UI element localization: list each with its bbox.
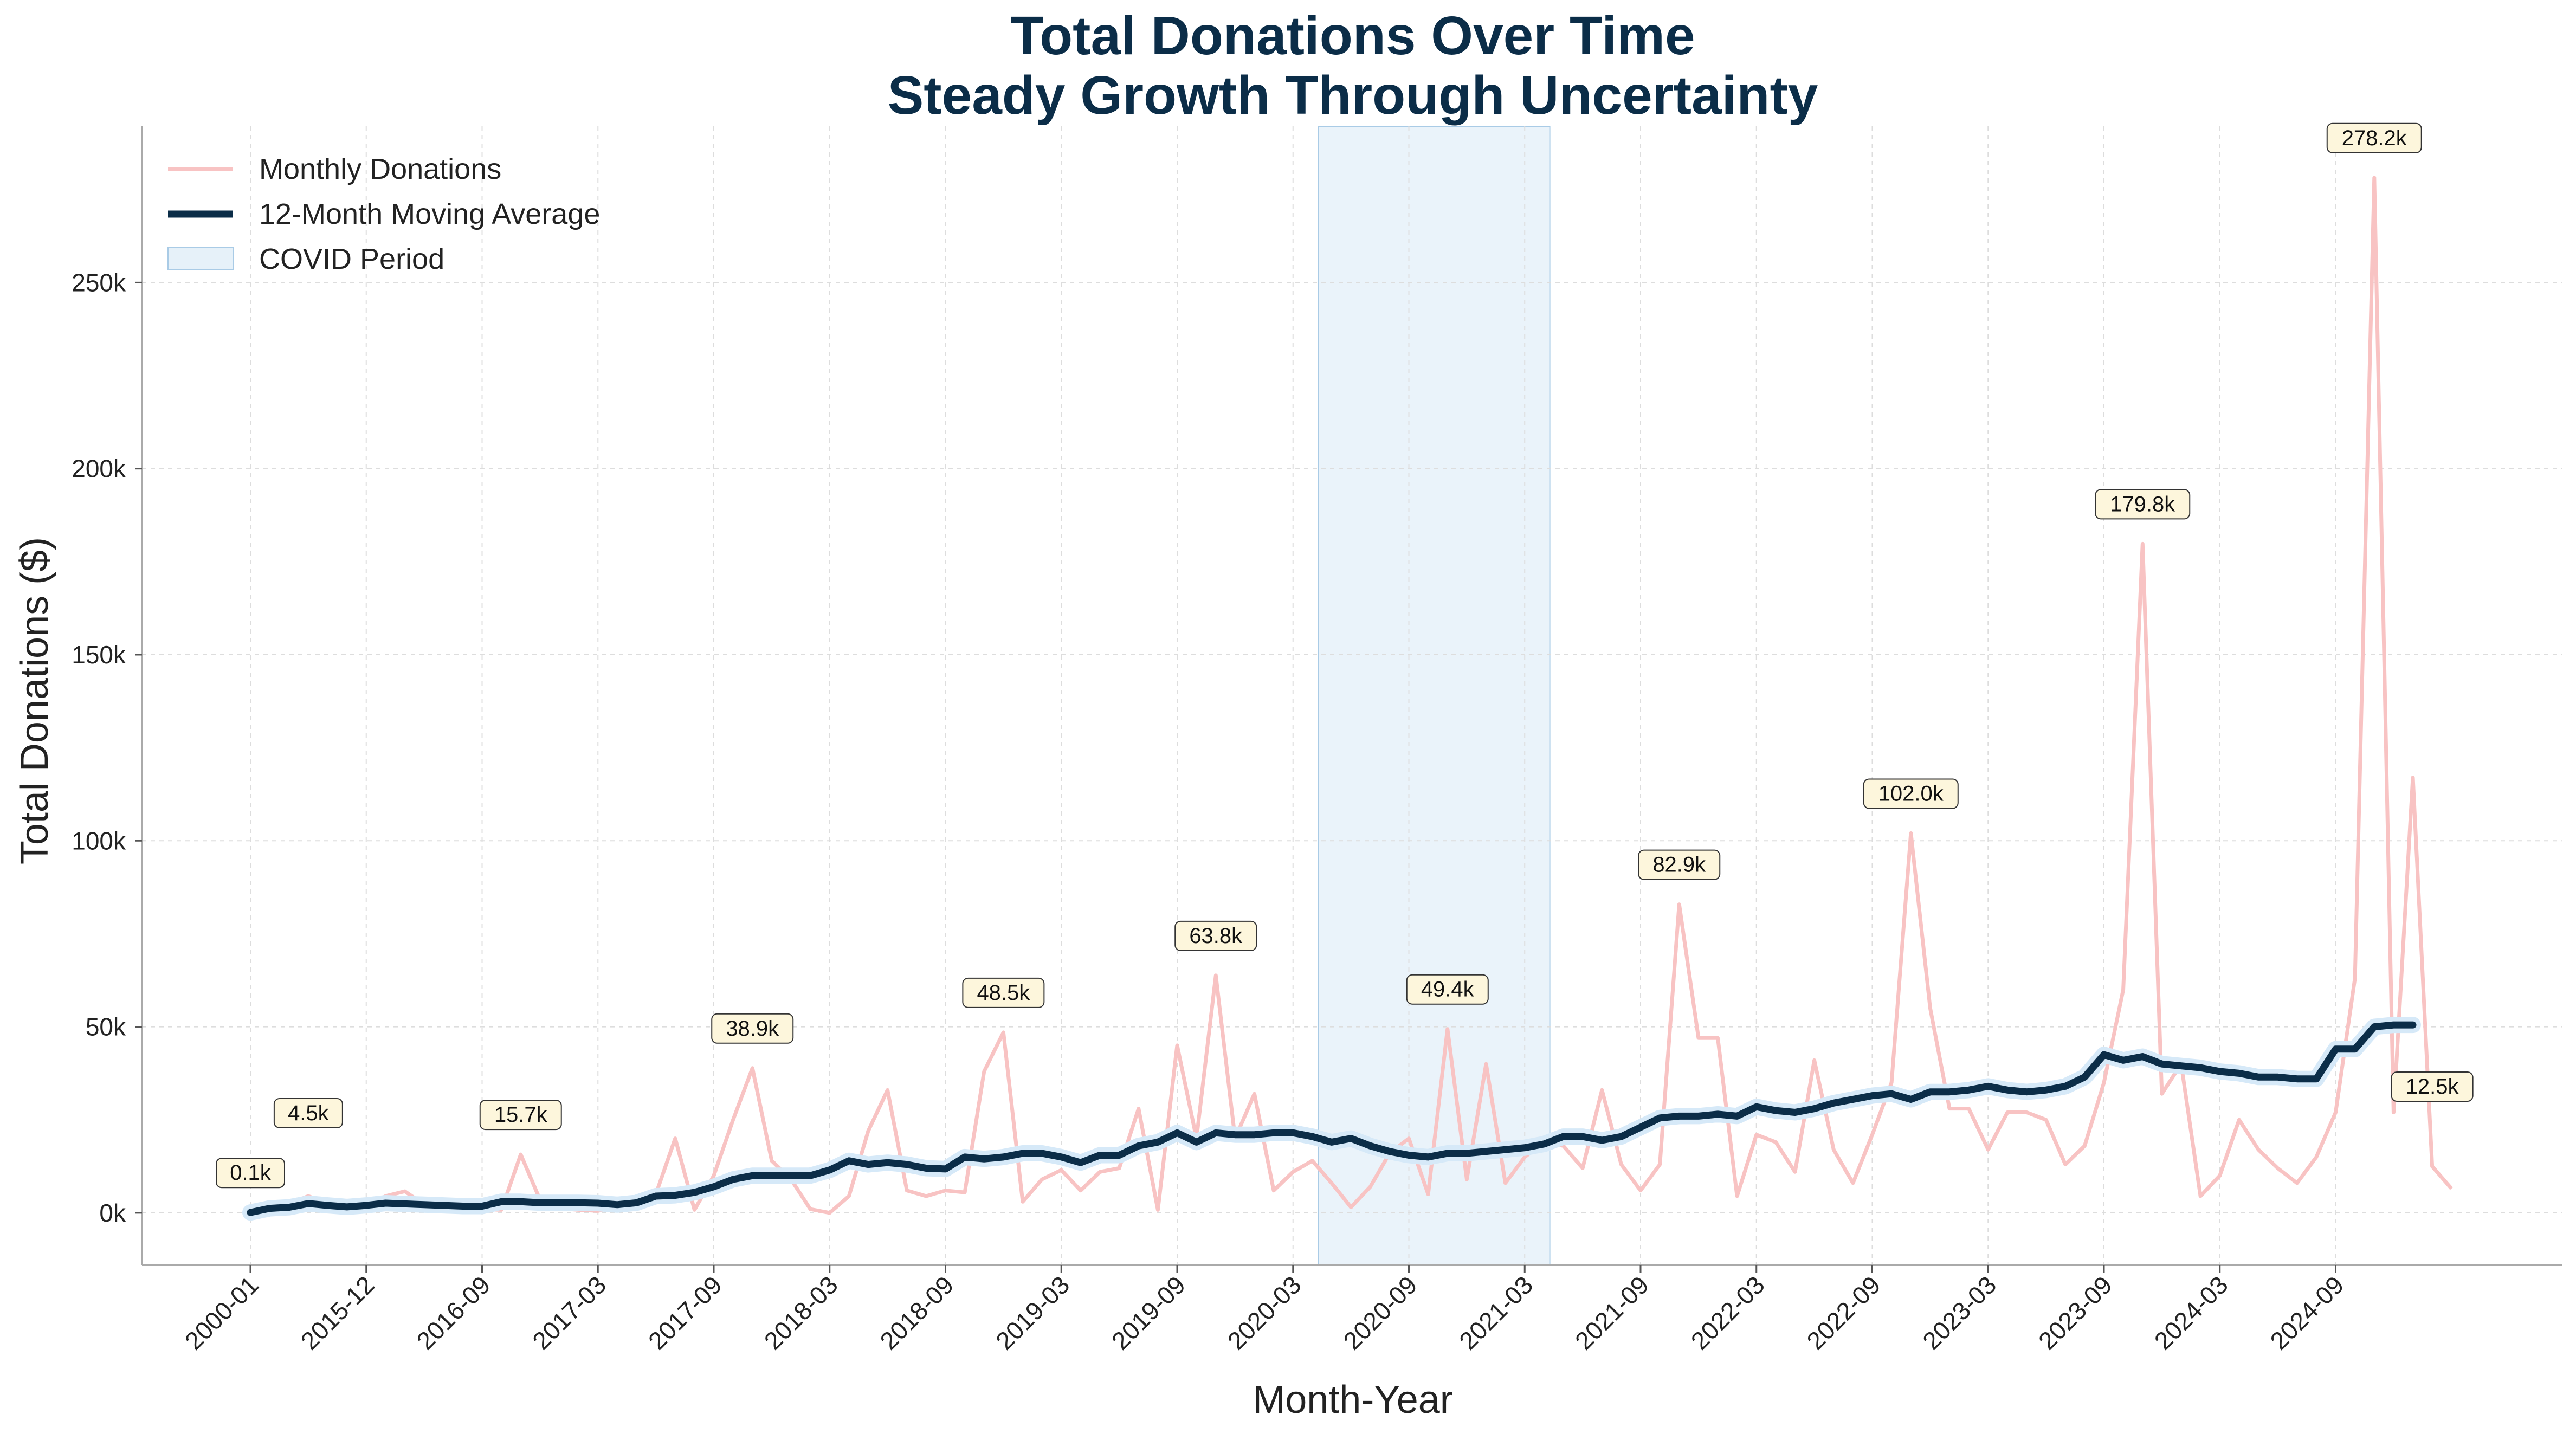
x-tick-label: 2023-03: [1917, 1270, 2002, 1355]
y-tick-label: 50k: [86, 1013, 126, 1041]
annotation-box: [711, 1013, 794, 1044]
chart-title-line-1: Total Donations Over Time: [1010, 5, 1695, 66]
annotation-label: 82.9k: [1652, 853, 1706, 877]
annotation-box: [479, 1100, 562, 1131]
x-tick-label: 2020-09: [1338, 1270, 1422, 1355]
x-axis-label: Month-Year: [1253, 1378, 1453, 1422]
y-axis-label: Total Donations ($): [13, 537, 56, 864]
annotation-label: 49.4k: [1421, 978, 1475, 1002]
legend-covid-swatch: [167, 247, 234, 270]
x-tick-label: 2020-03: [1222, 1270, 1307, 1355]
x-tick-label: 2024-03: [2149, 1270, 2233, 1355]
annotation-box: [2326, 122, 2422, 153]
y-tick-label: 0k: [99, 1199, 126, 1227]
annotation-label: 179.8k: [2110, 492, 2175, 516]
annotation-label: 63.8k: [1189, 924, 1243, 948]
annotation-box: [1638, 849, 1721, 880]
x-tick-label: 2015-12: [295, 1270, 380, 1355]
annotation-box: [2391, 1071, 2474, 1102]
annotation-label: 4.5k: [288, 1101, 330, 1125]
legend-moving-average-label: 12-Month Moving Average: [259, 198, 600, 230]
x-tick-label: 2017-09: [643, 1270, 727, 1355]
x-tick-label: 2022-03: [1686, 1270, 1770, 1355]
legend-covid-label: COVID Period: [259, 243, 444, 275]
x-tick-label: 2023-09: [2033, 1270, 2117, 1355]
x-tick-label: 2019-09: [1106, 1270, 1191, 1355]
annotation-box: [962, 977, 1045, 1008]
annotation-label: 12.5k: [2406, 1075, 2459, 1099]
annotation-label: 15.7k: [494, 1103, 548, 1127]
x-tick-label: 2018-09: [874, 1270, 959, 1355]
annotation-box: [216, 1158, 285, 1189]
x-tick-label: 2021-09: [1570, 1270, 1654, 1355]
annotation-box: [1863, 778, 1959, 809]
chart-title-line-2: Steady Growth Through Uncertainty: [888, 65, 1818, 126]
x-tick-label: 2016-09: [411, 1270, 495, 1355]
annotation-box: [1406, 974, 1489, 1005]
x-tick-label: 2021-03: [1454, 1270, 1538, 1355]
annotation-label: 102.0k: [1878, 782, 1944, 806]
y-tick-label: 250k: [72, 268, 126, 296]
moving-average-line: [247, 1021, 2417, 1216]
x-tick-label: 2018-03: [759, 1270, 843, 1355]
y-tick-label: 150k: [72, 641, 126, 669]
annotation-label: 278.2k: [2342, 126, 2407, 150]
annotation-label: 0.1k: [230, 1161, 272, 1185]
covid-period-band: [1318, 126, 1551, 1265]
legend-monthly-label: Monthly Donations: [259, 153, 501, 185]
annotation-label: 48.5k: [977, 981, 1030, 1005]
annotation-label: 38.9k: [726, 1017, 779, 1041]
x-tick-label: 2022-09: [1801, 1270, 1886, 1355]
y-tick-label: 200k: [72, 455, 126, 483]
annotation-box: [273, 1097, 343, 1128]
annotation-box: [2095, 489, 2191, 520]
x-tick-label: 2019-03: [990, 1270, 1075, 1355]
annotation-box: [1174, 920, 1257, 951]
y-tick-label: 100k: [72, 826, 126, 855]
x-tick-label: 2000-01: [179, 1270, 264, 1355]
x-tick-label: 2017-03: [527, 1270, 611, 1355]
x-tick-label: 2024-09: [2264, 1270, 2349, 1355]
